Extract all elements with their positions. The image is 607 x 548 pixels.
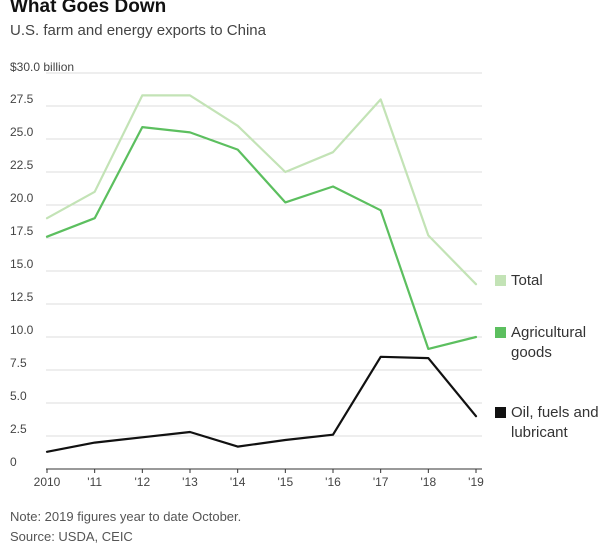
legend-swatch-agricultural — [495, 327, 506, 338]
legend-label-oil: Oil, fuels and lubricant — [511, 403, 607, 443]
x-tick-label: '16 — [325, 475, 341, 489]
y-tick-label: 7.5 — [10, 356, 27, 370]
y-tick-label: 22.5 — [10, 158, 34, 172]
y-axis-unit-label: $30.0 billion — [10, 60, 74, 74]
y-tick-label: 2.5 — [10, 422, 27, 436]
chart-subtitle: U.S. farm and energy exports to China — [10, 22, 266, 39]
legend-label-oil-line1: Oil, fuels and — [511, 404, 599, 421]
y-tick-label: 25.0 — [10, 125, 34, 139]
x-tick-label: '15 — [278, 475, 294, 489]
y-tick-label: 17.5 — [10, 224, 34, 238]
x-tick-label: 2010 — [34, 475, 61, 489]
x-tick-label: '12 — [135, 475, 151, 489]
y-tick-label: 12.5 — [10, 290, 34, 304]
legend-label-oil-line2: lubricant — [511, 424, 568, 441]
legend-label-total: Total — [511, 272, 543, 289]
x-tick-label: '17 — [373, 475, 389, 489]
y-tick-label: 20.0 — [10, 191, 34, 205]
x-tick-label: '11 — [87, 475, 102, 489]
y-tick-label: 10.0 — [10, 323, 34, 337]
chart-source: Source: USDA, CEIC — [10, 529, 133, 544]
x-tick-label: '19 — [468, 475, 484, 489]
x-tick-label: '14 — [230, 475, 246, 489]
legend-label-agricultural-line1: Agricultural — [511, 324, 587, 341]
chart-note: Note: 2019 figures year to date October. — [10, 509, 242, 524]
y-tick-label: 0 — [10, 455, 17, 469]
y-tick-label: 5.0 — [10, 389, 27, 403]
x-tick-label: '13 — [182, 475, 198, 489]
y-tick-label: 27.5 — [10, 92, 34, 106]
series-line-total — [45, 94, 478, 286]
legend-label-agricultural: Agricultural goods — [511, 323, 607, 363]
series-line-oil — [45, 355, 478, 453]
legend-swatch-oil — [495, 407, 506, 418]
y-tick-label: 15.0 — [10, 257, 34, 271]
x-tick-label: '18 — [421, 475, 437, 489]
legend-label-agricultural-line2: goods — [511, 344, 552, 361]
series-line-agricultural — [45, 125, 478, 350]
chart-title: What Goes Down — [10, 0, 167, 17]
legend-swatch-total — [495, 275, 506, 286]
